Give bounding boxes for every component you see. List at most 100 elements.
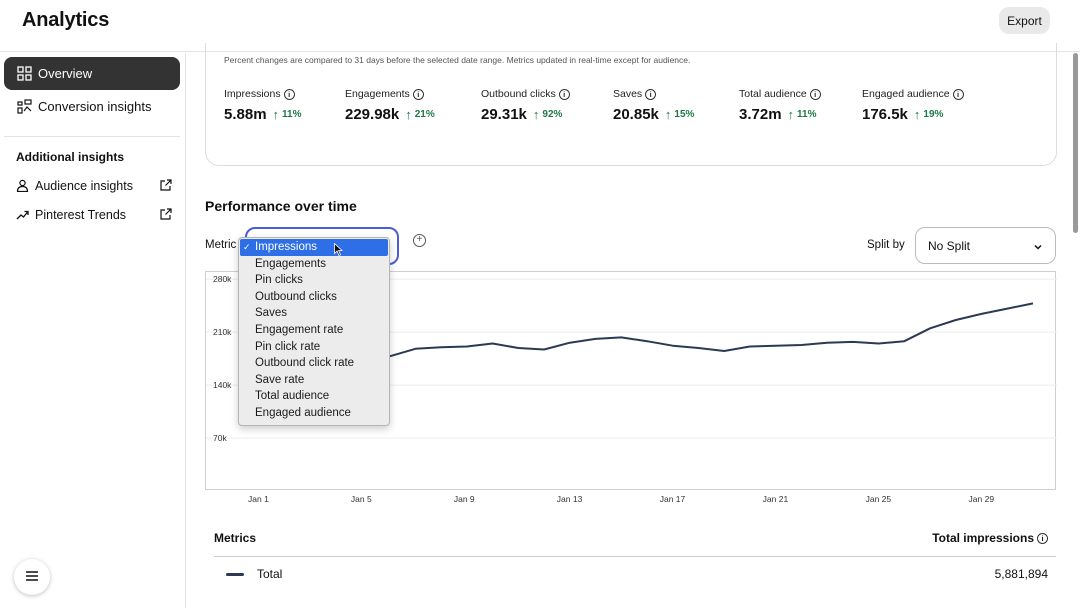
export-button[interactable]: Export xyxy=(999,7,1050,34)
dropdown-option[interactable]: Pin clicks xyxy=(239,272,389,289)
metric-dropdown-menu: ✓ Impressions Engagements Pin clicks Outboun… xyxy=(238,237,390,426)
total-column-header: Total impressions xyxy=(932,531,1034,545)
x-tick-label: Jan 29 xyxy=(968,494,995,504)
info-icon[interactable]: i xyxy=(952,88,964,100)
dropdown-option[interactable]: Save rate xyxy=(239,372,389,389)
dropdown-option[interactable]: Outbound clicks xyxy=(239,289,389,306)
grid-icon xyxy=(16,66,32,82)
arrow-up-icon: ↑ xyxy=(532,107,540,122)
x-tick-label: Jan 1 xyxy=(248,494,269,504)
metric-label: Saves xyxy=(613,88,643,100)
arrow-up-icon: ↑ xyxy=(787,107,795,122)
sidebar-item-overview[interactable]: Overview xyxy=(4,57,180,90)
sidebar-divider xyxy=(4,136,180,137)
dropdown-option-label: Saves xyxy=(255,307,287,320)
x-tick-label: Jan 25 xyxy=(865,494,892,504)
arrow-up-icon: ↑ xyxy=(405,107,412,122)
scrollbar[interactable] xyxy=(1071,53,1080,608)
scroll-thumb[interactable] xyxy=(1073,53,1078,233)
dropdown-option-label: Outbound clicks xyxy=(255,290,337,303)
info-icon[interactable]: i xyxy=(283,88,295,100)
x-tick-label: Jan 21 xyxy=(762,494,789,504)
dropdown-option[interactable]: ✓ Impressions xyxy=(240,239,388,256)
chevron-down-icon xyxy=(1033,241,1043,251)
metric-impressions: Impressions i 5.88m ↑ 11% xyxy=(224,88,302,123)
arrow-up-icon: ↑ xyxy=(913,107,921,122)
x-tick-label: Jan 17 xyxy=(659,494,686,504)
dropdown-option[interactable]: Total audience xyxy=(239,388,389,405)
metric-change: 21% xyxy=(414,109,435,120)
dropdown-option[interactable]: Pin click rate xyxy=(239,339,389,356)
arrow-up-icon: ↑ xyxy=(664,107,672,122)
series-swatch xyxy=(226,573,244,576)
y-tick-label: 140k xyxy=(213,380,232,390)
hamburger-icon xyxy=(26,568,38,586)
sidebar-link-label: Pinterest Trends xyxy=(35,208,127,222)
trend-icon xyxy=(16,208,30,222)
metric-label: Outbound clicks xyxy=(481,88,556,100)
metric-saves: Saves i 20.85k ↑ 15% xyxy=(613,88,694,123)
external-link-icon xyxy=(159,179,172,192)
sidebar-link-audience-insights[interactable]: Audience insights xyxy=(16,176,172,196)
metrics-summary-card xyxy=(205,43,1057,166)
metric-total-audience: Total audience i 3.72m ↑ 11% xyxy=(739,88,821,123)
metric-value: 3.72m xyxy=(739,106,782,123)
y-tick-label: 280k xyxy=(213,274,232,284)
metric-change: 11% xyxy=(797,109,817,120)
external-link-icon xyxy=(159,208,172,221)
dropdown-option-label: Pin clicks xyxy=(255,274,303,287)
dropdown-option[interactable]: Engagement rate xyxy=(239,322,389,339)
row-label: Total xyxy=(257,567,283,581)
metric-value: 229.98k xyxy=(345,106,400,123)
metric-select-label: Metric xyxy=(205,239,237,251)
dropdown-option[interactable]: Saves xyxy=(239,305,389,322)
dropdown-option[interactable]: Engagements xyxy=(239,256,389,273)
info-icon[interactable]: i xyxy=(558,88,570,100)
metric-label: Engagements xyxy=(345,88,410,100)
x-tick-label: Jan 13 xyxy=(556,494,583,504)
metric-value: 176.5k xyxy=(862,106,908,123)
metrics-table-header: Metrics Total impressions i xyxy=(214,531,1056,557)
sidebar: Overview Conversion insights Additional … xyxy=(0,53,186,608)
x-tick-label: Jan 9 xyxy=(453,494,475,504)
metric-change: 19% xyxy=(923,109,944,120)
metric-change: 15% xyxy=(674,109,695,120)
y-tick-label: 210k xyxy=(213,327,232,337)
info-icon[interactable]: i xyxy=(809,88,821,100)
metrics-column-header: Metrics xyxy=(214,531,257,545)
dropdown-option-label: Pin click rate xyxy=(255,340,321,353)
metric-change: 11% xyxy=(282,109,302,120)
dropdown-option-label: Save rate xyxy=(255,373,305,386)
page-title: Analytics xyxy=(22,9,110,31)
metric-label: Total audience xyxy=(739,88,807,100)
metric-value: 20.85k xyxy=(613,106,659,123)
sidebar-link-label: Audience insights xyxy=(35,179,133,193)
dropdown-option-label: Total audience xyxy=(255,390,330,403)
section-title: Performance over time xyxy=(205,198,357,214)
table-row[interactable]: Total 5,881,894 xyxy=(214,564,1056,586)
arrow-up-icon: ↑ xyxy=(272,107,280,122)
main-content: Percent changes are compared to 31 days … xyxy=(187,43,1067,608)
sidebar-item-conversion-insights[interactable]: Conversion insights xyxy=(4,90,180,123)
section-heading: Additional insights xyxy=(16,150,124,164)
dropdown-option-label: Engagement rate xyxy=(255,323,344,336)
sidebar-link-pinterest-trends[interactable]: Pinterest Trends xyxy=(16,205,172,225)
dropdown-option[interactable]: Outbound click rate xyxy=(239,355,389,372)
metric-label: Impressions xyxy=(224,88,281,100)
info-icon[interactable]: i xyxy=(1037,532,1048,544)
info-icon[interactable]: i xyxy=(645,88,657,100)
metric-change: 92% xyxy=(542,109,563,120)
split-by-select[interactable]: No Split xyxy=(915,227,1056,264)
dropdown-option-label: Outbound click rate xyxy=(255,357,355,370)
metric-value: 29.31k xyxy=(481,106,527,123)
add-metric-button[interactable]: + xyxy=(413,234,426,247)
metric-value: 5.88m xyxy=(224,106,267,123)
info-icon[interactable]: i xyxy=(412,88,424,100)
person-icon xyxy=(16,179,30,193)
split-by-label: Split by xyxy=(867,239,905,251)
dropdown-option[interactable]: Engaged audience xyxy=(239,405,389,422)
mouse-cursor-icon xyxy=(334,242,344,257)
dropdown-option-label: Engagements xyxy=(255,257,326,270)
sidebar-item-label: Overview xyxy=(38,66,93,81)
menu-button[interactable] xyxy=(14,559,50,595)
